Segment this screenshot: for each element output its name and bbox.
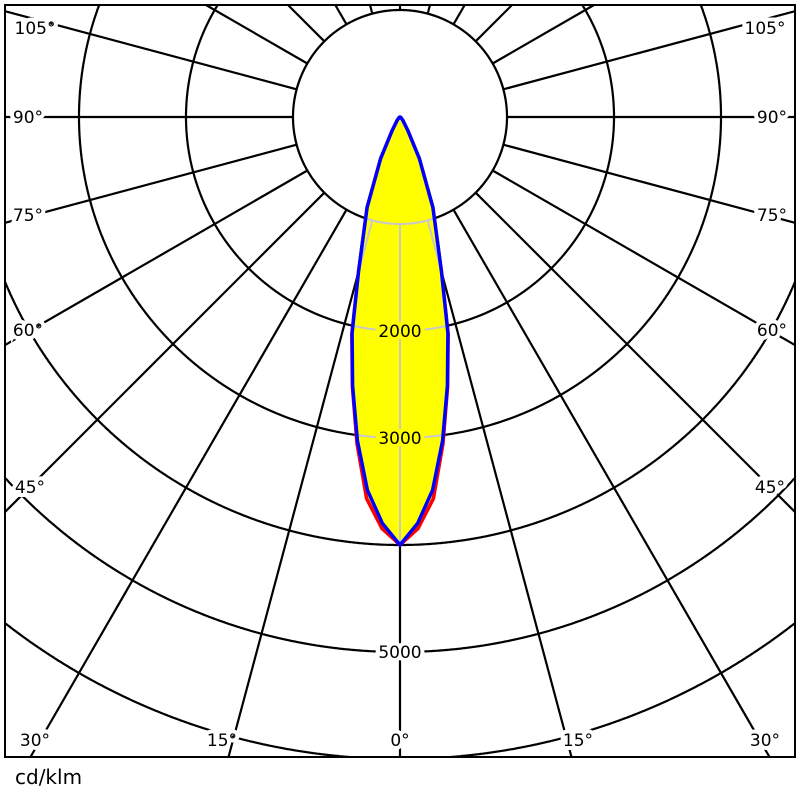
grid-radial-line <box>452 209 771 758</box>
angle-label: 45° <box>755 478 785 498</box>
grid-radial-line <box>503 10 796 91</box>
grid-radial-line <box>287 4 326 43</box>
angle-label: 0° <box>390 731 409 751</box>
angle-label: 105° <box>745 19 786 39</box>
grid-ring <box>77 4 723 440</box>
angle-label: 90° <box>13 108 43 128</box>
grid-ring <box>4 477 796 654</box>
inner-grid <box>352 117 448 545</box>
angle-label: 90° <box>757 108 787 128</box>
grid-radial-line <box>205 4 308 65</box>
grid-radial-line <box>4 10 297 91</box>
ring-label: 5000 <box>378 643 421 663</box>
grid-radial-line <box>492 4 595 65</box>
grid-radial-line <box>334 4 348 25</box>
curve-blue <box>350 115 450 547</box>
angle-label: 60° <box>13 321 43 341</box>
grid-radial-line <box>503 143 796 224</box>
angle-label: 75° <box>13 206 43 226</box>
angle-label: 75° <box>757 206 787 226</box>
angle-label: 15° <box>563 731 593 751</box>
angle-label: 30° <box>20 731 50 751</box>
grid-ring <box>184 4 616 333</box>
unit-label: cd/klm <box>15 765 83 789</box>
grid-radial-line <box>452 4 466 25</box>
ring-label: 3000 <box>378 429 421 449</box>
grid-radial-line <box>227 220 374 758</box>
grid-radial-line <box>368 4 374 14</box>
angle-label: 105° <box>15 19 56 39</box>
angle-label: 60° <box>757 321 787 341</box>
grid-ring <box>4 622 796 758</box>
grid-radial-line <box>4 143 297 224</box>
angle-label: 15° <box>207 731 237 751</box>
chart-frame <box>4 4 796 758</box>
angle-label: 45° <box>15 478 45 498</box>
grid-radial-line <box>29 209 348 758</box>
grid-radial-line <box>474 191 796 513</box>
grid-radial-line <box>426 4 432 14</box>
plot-area: 2000 3000 5000 105° 105° 90° 90° 75° 75° 60° 60° 45… <box>4 4 796 758</box>
grid-radial-line <box>426 220 573 758</box>
grid-radial-line <box>4 191 326 513</box>
grid-radial-line <box>4 169 308 347</box>
grid-ring <box>4 281 796 547</box>
angle-label: 30° <box>750 731 780 751</box>
ring-label: 2000 <box>378 322 421 342</box>
grid-radial-line <box>492 169 796 347</box>
grid-radial-line <box>474 4 513 43</box>
